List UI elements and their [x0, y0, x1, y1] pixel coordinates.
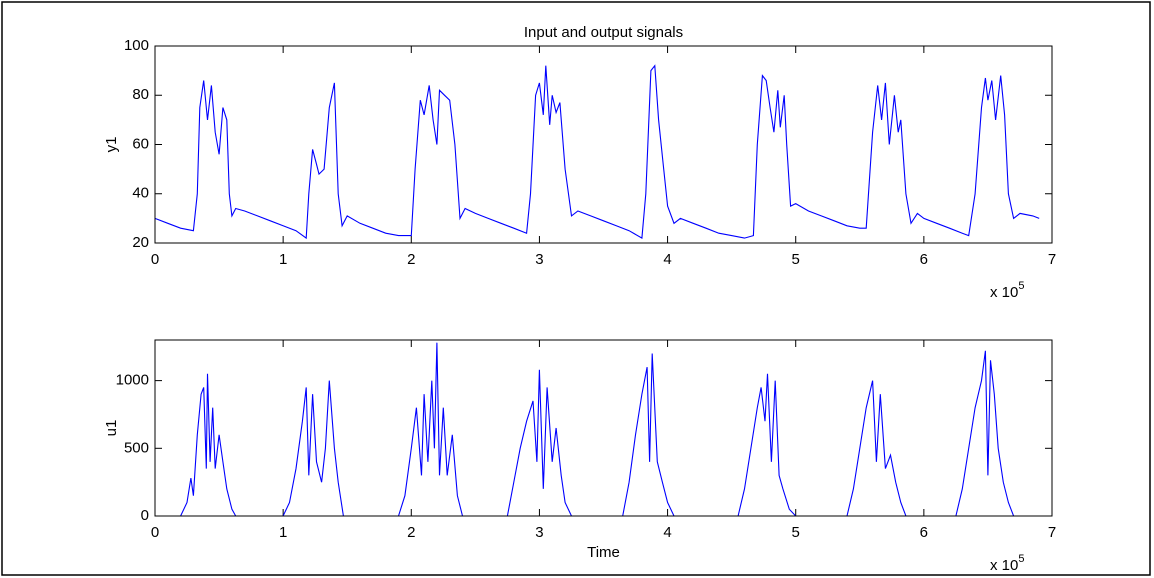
y-tick-label: 80 [132, 86, 149, 103]
x-tick-label: 3 [535, 524, 543, 541]
y-tick-label: 0 [141, 507, 149, 524]
x-tick-label: 7 [1048, 251, 1056, 268]
x-tick-label: 4 [663, 251, 671, 268]
y-tick-label: 40 [132, 185, 149, 202]
x-multiplier-base: x 10 [990, 284, 1018, 301]
chart-title: Input and output signals [524, 24, 683, 41]
x-tick-label: 6 [920, 524, 928, 541]
signal-line [154, 64, 1040, 240]
axes-box [154, 45, 1053, 244]
y-axis-label: y1 [103, 137, 120, 153]
x-multiplier-exponent: 5 [1018, 280, 1024, 292]
x-multiplier: x 105 [990, 280, 1024, 301]
x-tick-label: 1 [279, 524, 287, 541]
y-tick-label: 100 [124, 37, 149, 54]
x-tick-label: 6 [920, 251, 928, 268]
x-axis-label: Time [587, 544, 620, 561]
x-tick-label: 3 [535, 251, 543, 268]
x-tick-label: 7 [1048, 524, 1056, 541]
x-multiplier: x 105 [990, 553, 1024, 574]
x-tick-label: 5 [792, 251, 800, 268]
x-tick-label: 2 [407, 251, 415, 268]
x-multiplier-base: x 10 [990, 557, 1018, 574]
y-tick-label: 500 [124, 439, 149, 456]
y-tick-label: 20 [132, 234, 149, 251]
x-tick-label: 0 [151, 524, 159, 541]
x-tick-label: 0 [151, 251, 159, 268]
x-multiplier-exponent: 5 [1018, 553, 1024, 565]
x-tick-label: 5 [792, 524, 800, 541]
x-tick-label: 4 [663, 524, 671, 541]
signal-line [155, 342, 1040, 517]
y-tick-label: 1000 [116, 372, 149, 389]
x-tick-label: 1 [279, 251, 287, 268]
y-axis-label: u1 [103, 420, 120, 437]
axes-box [154, 339, 1053, 517]
axes-background [155, 340, 1052, 516]
y-tick-label: 60 [132, 135, 149, 152]
x-tick-label: 2 [407, 524, 415, 541]
